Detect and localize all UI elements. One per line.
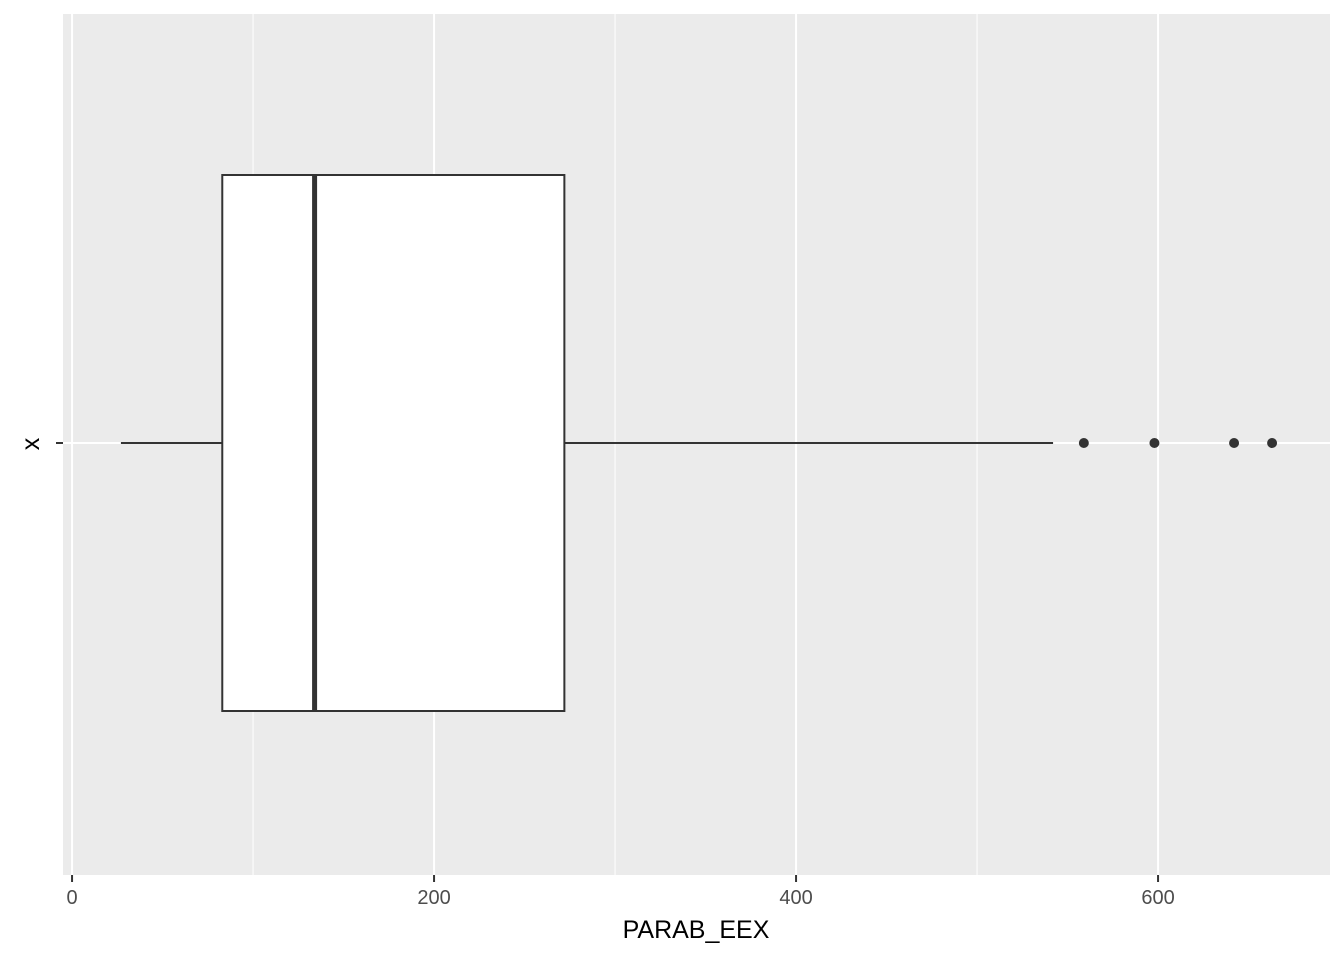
x-tick-label: 200 xyxy=(417,887,450,909)
y-axis-title: x xyxy=(17,437,45,450)
x-tick-label: 400 xyxy=(779,887,812,909)
outlier-points xyxy=(1078,438,1278,448)
x-tick-label: 600 xyxy=(1141,887,1174,909)
x-tick-label: 0 xyxy=(66,887,77,909)
x-axis: 0 200 400 600 xyxy=(66,875,1175,909)
x-axis-title: PARAB_EEX xyxy=(623,916,770,944)
outlier-point xyxy=(1229,438,1240,448)
box-layer xyxy=(120,174,1054,712)
outlier-point xyxy=(1149,438,1160,448)
outlier-point xyxy=(1267,438,1278,448)
outlier-point xyxy=(1078,438,1089,448)
interquartile-box xyxy=(221,174,566,712)
